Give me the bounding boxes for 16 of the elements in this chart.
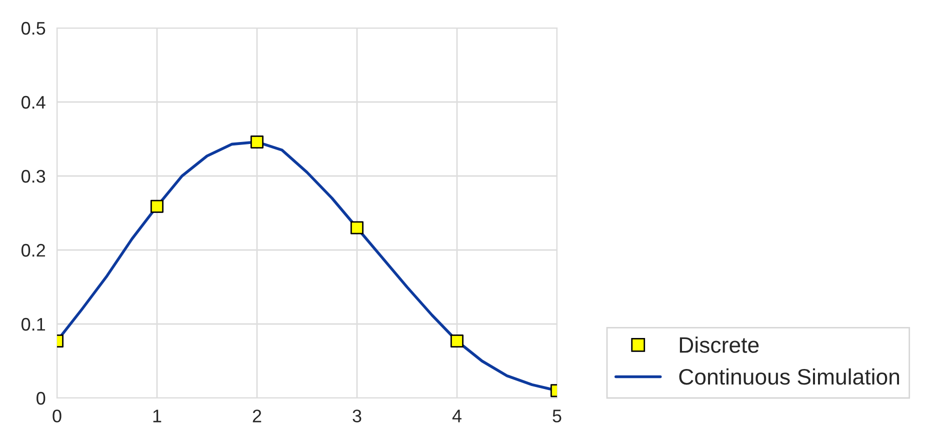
y-tick-label: 0.3 — [21, 170, 46, 183]
y-tick-label: 0 — [36, 392, 46, 405]
x-tick-label: 4 — [452, 410, 462, 422]
point — [350, 221, 364, 234]
y-tick-label: 0.4 — [21, 96, 46, 109]
x-tick-label: 0 — [52, 410, 62, 422]
y-tick-label: 0.2 — [21, 244, 45, 257]
y-tick-label: 0.5 — [21, 22, 46, 35]
x-tick-label: 2 — [252, 410, 262, 422]
y-tick-label: 0.1 — [21, 318, 46, 331]
x-tick-label: 3 — [352, 410, 362, 422]
legend-label: Continuous Simulation — [679, 368, 900, 385]
x-tick-label: 5 — [552, 410, 562, 422]
x-tick-label: 1 — [153, 410, 162, 422]
legend-label: Discrete — [680, 336, 759, 353]
point — [250, 135, 264, 148]
